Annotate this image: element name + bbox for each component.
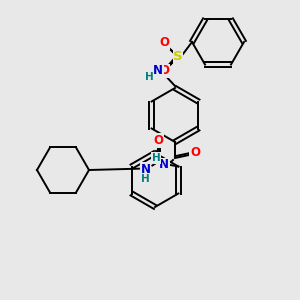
- Text: N: N: [153, 64, 163, 76]
- Text: O: O: [153, 134, 164, 147]
- Text: O: O: [190, 146, 200, 158]
- Text: N: N: [140, 163, 150, 176]
- Text: H: H: [152, 153, 160, 163]
- Text: O: O: [159, 64, 169, 77]
- Text: S: S: [173, 50, 183, 64]
- Text: H: H: [145, 72, 153, 82]
- Text: H: H: [141, 173, 150, 184]
- Text: N: N: [159, 158, 169, 172]
- Text: O: O: [159, 37, 169, 50]
